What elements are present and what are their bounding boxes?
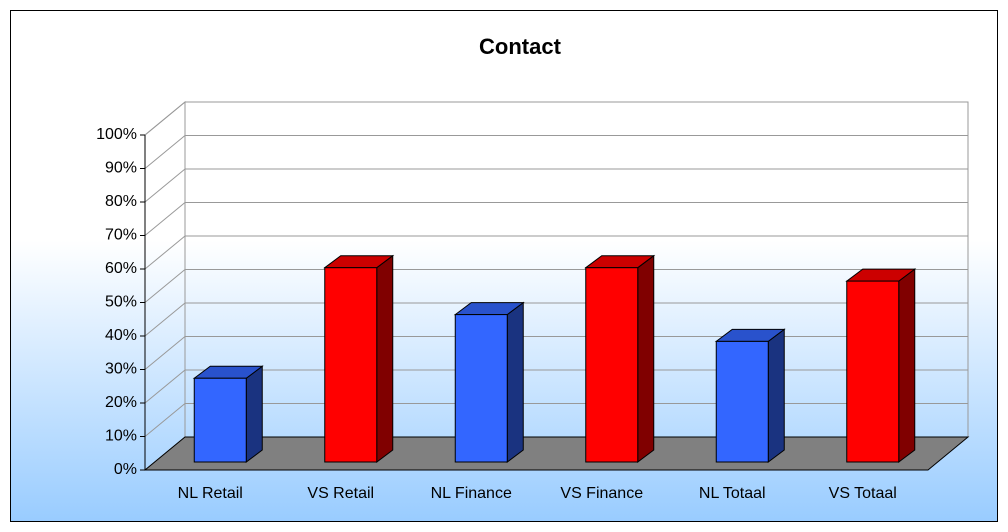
x-tick-label: NL Totaal	[699, 485, 766, 502]
y-tick-label: 10%	[105, 428, 137, 445]
grid-line	[144, 369, 186, 404]
grid-line	[144, 168, 186, 203]
grid-line	[144, 101, 186, 136]
y-tick-label: 90%	[105, 160, 137, 177]
floor	[143, 436, 970, 471]
x-tick-label: NL Retail	[178, 485, 243, 502]
y-tick-label: 30%	[105, 361, 137, 378]
y-tick-label: 80%	[105, 193, 137, 210]
y-tick-label: 20%	[105, 394, 137, 411]
bar-side	[506, 301, 524, 463]
bar-side	[245, 365, 263, 463]
grid-line	[144, 302, 186, 337]
bar	[715, 340, 769, 463]
bar	[324, 267, 378, 463]
x-tick-label: VS Retail	[307, 485, 374, 502]
grid-line	[144, 403, 186, 437]
bar-side	[898, 268, 916, 463]
grid-line	[144, 135, 186, 169]
y-tick-label: 60%	[105, 260, 137, 277]
x-tick-label: NL Finance	[431, 485, 512, 502]
y-tick-label: 0%	[114, 461, 137, 478]
grid-line	[144, 336, 186, 370]
grid-line	[144, 269, 186, 303]
y-tick-label: 50%	[105, 294, 137, 311]
x-tick-label: VS Finance	[560, 485, 643, 502]
y-tick-label: 70%	[105, 227, 137, 244]
grid-line	[144, 235, 186, 270]
bar-side	[376, 254, 394, 463]
grid-line	[144, 202, 186, 236]
x-tick-label: VS Totaal	[829, 485, 897, 502]
bar	[454, 314, 508, 463]
bar-side	[637, 254, 655, 463]
chart-title: Contact	[479, 34, 562, 59]
bar	[585, 267, 639, 463]
y-tick-label: 40%	[105, 327, 137, 344]
y-tick-label: 100%	[96, 126, 137, 143]
bar	[846, 280, 900, 463]
bar-side	[767, 328, 785, 463]
bar	[193, 377, 247, 463]
